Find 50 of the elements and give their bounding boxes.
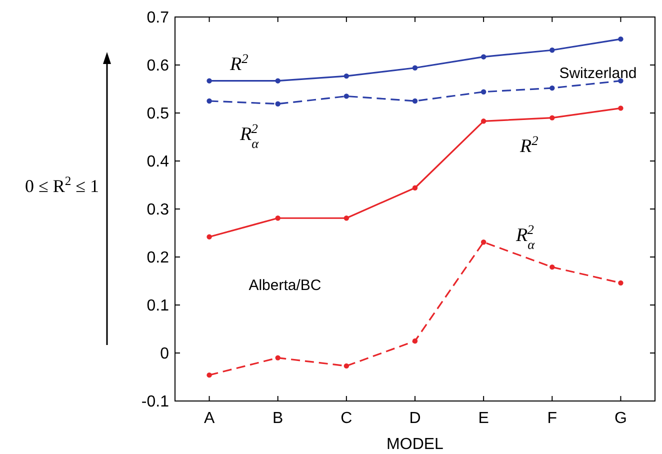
- x-tick-label: G: [614, 410, 627, 427]
- point: [550, 48, 555, 53]
- point: [550, 264, 555, 270]
- point: [480, 89, 486, 94]
- y-tick-label: 0.3: [146, 202, 170, 219]
- x-tick-label: B: [272, 410, 284, 427]
- x-tick-label: C: [340, 410, 352, 427]
- point: [480, 240, 486, 245]
- point: [344, 73, 350, 79]
- point: [618, 106, 624, 111]
- point: [344, 216, 350, 221]
- x-tick-label: E: [478, 410, 489, 427]
- point: [344, 94, 350, 99]
- point: [550, 115, 555, 120]
- point: [206, 234, 212, 240]
- point: [550, 85, 555, 91]
- point: [275, 216, 280, 221]
- point: [206, 78, 212, 84]
- point: [412, 65, 418, 70]
- point: [412, 338, 418, 344]
- point: [206, 98, 212, 104]
- x-tick-label: D: [409, 410, 421, 427]
- x-tick-label: F: [547, 410, 558, 427]
- y-tick-label: 0.4: [146, 154, 170, 171]
- x-axis-title: MODEL: [386, 436, 444, 453]
- y-tick-label: 0: [160, 346, 170, 363]
- point: [206, 372, 212, 378]
- y-tick-label: 0.1: [146, 298, 170, 315]
- y-tick-label: 0.5: [146, 106, 170, 123]
- point: [412, 98, 418, 104]
- point: [480, 54, 486, 60]
- y-axis-title: 0 ≤ R$^{2}$ ≤ 1: [24, 174, 100, 196]
- y-tick-label: 0.6: [146, 58, 170, 75]
- y-tick-label: -0.1: [141, 394, 170, 411]
- y-tick-label: 0.7: [146, 10, 170, 27]
- y-tick-label: 0.2: [146, 250, 170, 267]
- point: [480, 118, 486, 124]
- point: [275, 101, 280, 106]
- annotation: Alberta/BC: [248, 277, 322, 294]
- point: [275, 355, 280, 360]
- point: [618, 78, 624, 84]
- point: [412, 185, 418, 190]
- point: [618, 36, 624, 42]
- x-tick-label: A: [204, 410, 215, 427]
- annotation: Switzerland: [559, 65, 637, 82]
- point: [344, 363, 350, 369]
- annotation: R$^{2}$: [519, 132, 539, 157]
- annotation: R$^{2}$: [229, 50, 249, 75]
- point: [275, 78, 280, 84]
- point: [618, 280, 624, 286]
